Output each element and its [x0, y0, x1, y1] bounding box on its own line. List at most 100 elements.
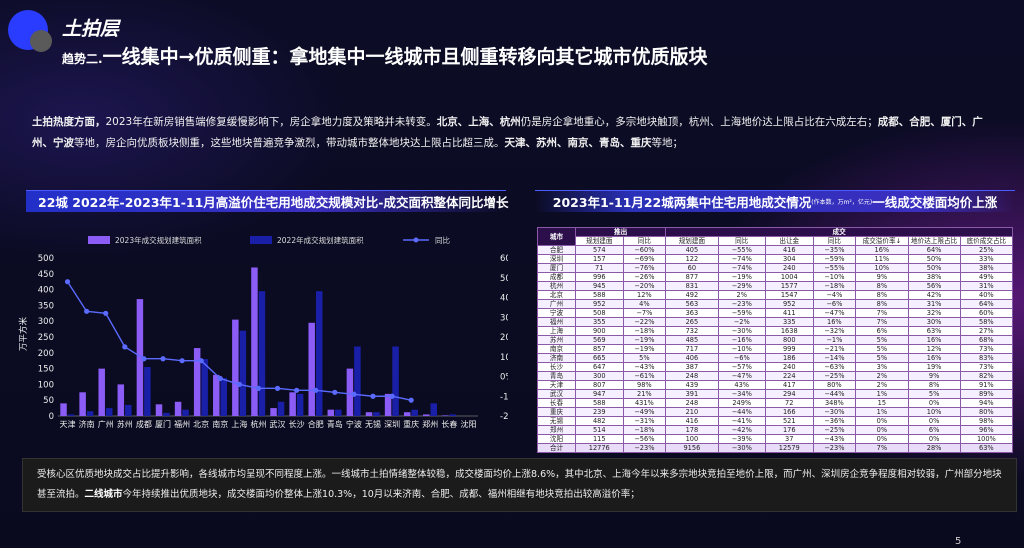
table-cell: 63% [959, 443, 1014, 453]
table-cell: −60% [622, 245, 667, 255]
table-cell: 68% [959, 335, 1014, 345]
table-row: 合计 12776 −23% 9156 −30% 12579 −23% 7% 28% 63% [537, 443, 1014, 453]
table-cell: 3% [855, 362, 909, 372]
bar-2023 [136, 299, 144, 416]
table-cell: −55% [812, 263, 857, 273]
table-cell: −69% [622, 254, 667, 264]
table-cell: 98% [622, 380, 667, 390]
table-cell: −35% [812, 245, 857, 255]
table-subheader: 同比 [812, 236, 857, 246]
yoy-point [179, 358, 185, 364]
table-cell: 800 [765, 335, 814, 345]
table-row: 济南 665 5% 406 −6% 186 −14% 5% 16% 83% [537, 353, 1014, 363]
table-cell: 100 [665, 434, 719, 444]
table-cell: 80% [959, 407, 1014, 417]
yoy-point [255, 385, 262, 391]
table-cell: 长春 [537, 398, 576, 408]
table-cell: 1% [855, 407, 909, 417]
table-cell: 15 [855, 398, 909, 408]
table-cell: 588 [575, 290, 624, 300]
table-cell: −23% [812, 443, 857, 453]
table-cell: 广州 [537, 299, 576, 309]
table-cell: −25% [812, 371, 857, 381]
table-cell: −30% [717, 443, 766, 453]
x-tick-label: 福州 [174, 420, 190, 429]
bar-2022 [201, 359, 208, 416]
table-cell: −19% [622, 344, 667, 354]
bar-2022 [86, 411, 94, 416]
table-cell: 60% [959, 308, 1014, 318]
table-cell: 50% [907, 254, 961, 264]
th-deal: 成交 [665, 227, 1013, 237]
table-cell: −44% [812, 389, 857, 399]
table-cell: −16% [717, 335, 766, 345]
bar-2023 [403, 412, 411, 416]
yoy-point [160, 356, 166, 362]
intro-text-2: 仍是房企拿地重心，多宗地块触顶，杭州、上海地价达上限占比在六成左右； [520, 116, 878, 128]
table-title-end: 一线成交楼面均价上涨 [872, 195, 998, 210]
table-cell: 合计 [537, 443, 576, 453]
headline-prefix: 趋势二. [62, 52, 103, 66]
table-cell: 长沙 [537, 362, 576, 372]
table-cell: 沈阳 [537, 434, 576, 444]
table-cell: 391 [665, 389, 719, 399]
table-cell: 387 [665, 362, 719, 372]
table-row: 合肥 574 −60% 405 −55% 416 −35% 16% 64% 25% [537, 245, 1014, 255]
intro-bold-1: 土拍热度方面， [32, 116, 106, 128]
table-cell: 5% [855, 344, 909, 354]
summary-text-2: 今年持续推出优质地块，成交楼面均价整体上涨10.3%，10月以来济南、合肥、成都… [122, 489, 640, 500]
table-cell: 2% [717, 290, 766, 300]
table-cell: 天津 [537, 380, 576, 390]
table-cell: −32% [812, 326, 857, 336]
table-row: 福州 355 −22% 265 −2% 335 16% 7% 30% 58% [537, 317, 1014, 327]
table-cell: −42% [717, 425, 766, 435]
x-tick-label: 济南 [79, 419, 95, 429]
x-tick-label: 北京 [193, 419, 209, 429]
bar-2022 [67, 414, 75, 416]
y-tick-label: 300 [38, 317, 54, 327]
table-cell: −44% [717, 407, 766, 417]
y-tick-label: 350 [38, 301, 54, 311]
th-launch: 推出 [574, 227, 667, 237]
table-cell: 304 [765, 254, 814, 264]
table-cell: 94% [959, 398, 1014, 408]
table-cell: 9% [907, 371, 961, 381]
table-cell: −26% [622, 272, 667, 282]
table-cell: 239 [575, 407, 624, 417]
table-cell: 7% [855, 308, 909, 318]
table-cell: −19% [717, 272, 766, 282]
table-cell: 42% [907, 290, 961, 300]
table-cell: 73% [959, 362, 1014, 372]
x-tick-label: 合肥 [308, 419, 324, 429]
table-row: 北京 588 12% 492 2% 1547 −4% 8% 42% 40% [537, 290, 1014, 300]
table-cell: 12776 [575, 443, 624, 453]
bar-2022 [105, 408, 113, 416]
yoy-point [217, 375, 223, 382]
table-cell: 7% [855, 317, 909, 327]
yoy-point [84, 308, 90, 314]
table-cell: 2% [855, 371, 909, 381]
table-cell: 996 [575, 272, 624, 282]
table-cell: 60 [665, 263, 719, 273]
table-row: 宁波 508 −7% 363 −59% 411 −47% 7% 32% 60% [537, 308, 1014, 318]
table-cell: 0% [855, 434, 909, 444]
table-cell: 56% [907, 281, 961, 291]
page-headline: 趋势二.一线集中→优质侧重：拿地集中一线城市且侧重转移向其它城市优质版块 [62, 42, 707, 69]
table-cell: 665 [575, 353, 624, 363]
x-tick-label: 成都 [136, 419, 152, 429]
table-cell: 28% [907, 443, 961, 453]
table-cell: 98% [959, 416, 1014, 426]
bar-2022 [220, 378, 227, 416]
table-title-main: 2023年1-11月22城两集中住宅用地成交情况 [552, 195, 812, 210]
table-cell: −6% [717, 353, 766, 363]
x-tick-label: 杭州 [250, 419, 266, 429]
y-tick-label: 250 [38, 333, 54, 343]
x-tick-label: 无锡 [365, 420, 381, 429]
table-cell: 508 [575, 308, 624, 318]
table-cell: 294 [765, 389, 814, 399]
table-subheader: 成交溢价率↓ [855, 236, 909, 246]
table-row: 青岛 300 −61% 248 −47% 224 −25% 2% 9% 82% [537, 371, 1014, 381]
table-subheader: 规划建面 [665, 236, 719, 246]
x-tick-label: 重庆 [403, 419, 419, 429]
table-cell: 11% [855, 254, 909, 264]
